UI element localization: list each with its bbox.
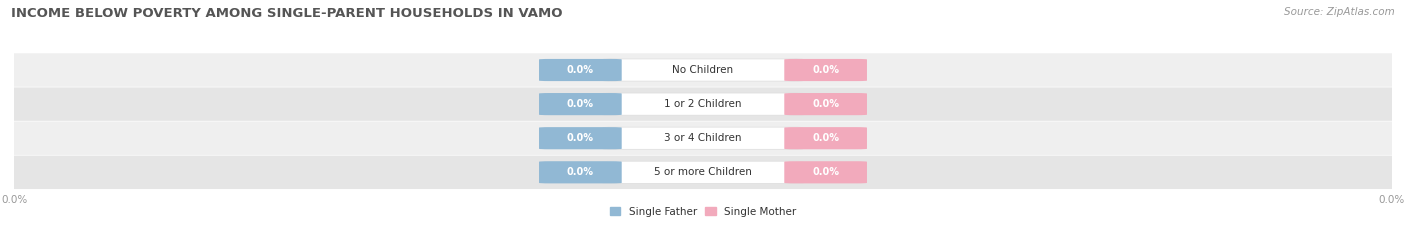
- FancyBboxPatch shape: [0, 121, 1406, 155]
- Text: 0.0%: 0.0%: [813, 133, 839, 143]
- FancyBboxPatch shape: [538, 161, 621, 183]
- Text: 0.0%: 0.0%: [567, 65, 593, 75]
- Text: 1 or 2 Children: 1 or 2 Children: [664, 99, 742, 109]
- FancyBboxPatch shape: [785, 59, 868, 81]
- Text: 3 or 4 Children: 3 or 4 Children: [664, 133, 742, 143]
- FancyBboxPatch shape: [785, 161, 868, 183]
- Text: 0.0%: 0.0%: [813, 65, 839, 75]
- Text: 0.0%: 0.0%: [567, 133, 593, 143]
- Text: 0.0%: 0.0%: [567, 99, 593, 109]
- Text: INCOME BELOW POVERTY AMONG SINGLE-PARENT HOUSEHOLDS IN VAMO: INCOME BELOW POVERTY AMONG SINGLE-PARENT…: [11, 7, 562, 20]
- FancyBboxPatch shape: [0, 87, 1406, 121]
- Text: Source: ZipAtlas.com: Source: ZipAtlas.com: [1284, 7, 1395, 17]
- Text: 0.0%: 0.0%: [813, 99, 839, 109]
- FancyBboxPatch shape: [785, 93, 868, 115]
- FancyBboxPatch shape: [785, 127, 868, 149]
- FancyBboxPatch shape: [603, 127, 803, 149]
- Text: No Children: No Children: [672, 65, 734, 75]
- Text: 0.0%: 0.0%: [813, 167, 839, 177]
- FancyBboxPatch shape: [538, 93, 621, 115]
- FancyBboxPatch shape: [0, 156, 1406, 189]
- Legend: Single Father, Single Mother: Single Father, Single Mother: [610, 207, 796, 217]
- FancyBboxPatch shape: [603, 161, 803, 183]
- FancyBboxPatch shape: [603, 59, 803, 81]
- FancyBboxPatch shape: [603, 93, 803, 115]
- FancyBboxPatch shape: [538, 127, 621, 149]
- Text: 5 or more Children: 5 or more Children: [654, 167, 752, 177]
- FancyBboxPatch shape: [538, 59, 621, 81]
- Text: 0.0%: 0.0%: [567, 167, 593, 177]
- FancyBboxPatch shape: [0, 53, 1406, 87]
